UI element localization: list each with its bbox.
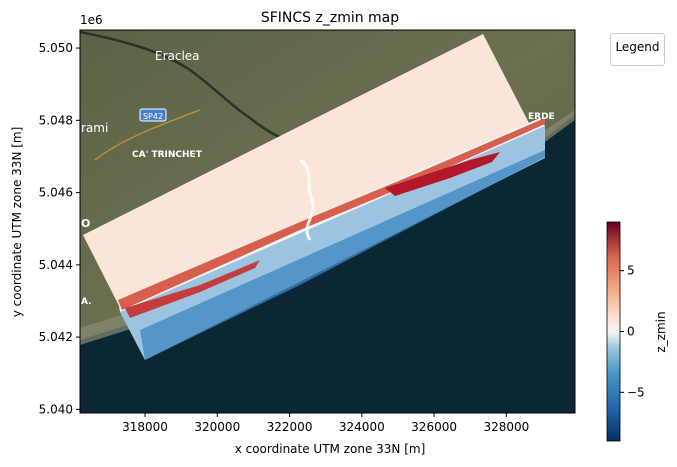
basemap-label-a: A. (81, 297, 92, 307)
colorbar-tick-label: 5 (627, 264, 635, 278)
x-axis-label: x coordinate UTM zone 33N [m] (235, 442, 426, 456)
y-tick-label: 5.050 (39, 41, 73, 55)
road-shield (139, 108, 167, 122)
x-tick-label: 322000 (267, 420, 313, 434)
y-tick-label: 5.040 (39, 402, 73, 416)
x-axis: 318000 320000 322000 324000 326000 328000 (122, 413, 529, 434)
road (94, 109, 201, 161)
y-axis-label: y coordinate UTM zone 33N [m] (10, 127, 24, 318)
basemap-label-o: O (81, 217, 90, 230)
beach-ridge-red (118, 118, 545, 310)
basemap-label-trinchet: CA' TRINCHET (132, 150, 203, 160)
x-tick-label: 328000 (483, 420, 529, 434)
y-axis: 5.040 5.042 5.044 5.046 5.048 5.050 (39, 41, 80, 416)
chart-title: SFINCS z_zmin map (261, 10, 399, 26)
y-tick-label: 5.044 (39, 258, 73, 272)
basemap-label-rami: rami (81, 121, 108, 135)
x-tick-label: 326000 (411, 420, 457, 434)
river (80, 30, 286, 142)
y-tick-label: 5.046 (39, 186, 73, 200)
deep-band (140, 150, 545, 360)
colorbar-tick-label: −5 (627, 385, 645, 399)
west-ridge (125, 260, 260, 318)
inlet-channel (299, 158, 315, 241)
axes-frame (79, 29, 576, 414)
x-tick-label: 324000 (339, 420, 385, 434)
basemap-label-sp42: SP42 (143, 112, 163, 121)
basemap-label-erde: ERDE (528, 112, 555, 122)
colorbar-ticks: 5 0 −5 (620, 264, 645, 399)
colorbar-label: z_zmin (654, 311, 668, 352)
sea-mask (80, 360, 575, 413)
y-tick-label: 5.048 (39, 113, 73, 127)
map-axes: Eraclea SP42 CA' TRINCHET rami ERDE O A. (80, 30, 575, 413)
basemap-label-eraclea: Eraclea (155, 49, 200, 63)
y-tick-label: 5.042 (39, 330, 73, 344)
legend-box: Legend (610, 33, 665, 66)
ridge-peak (385, 152, 500, 196)
colorbar-tick-label: 0 (627, 325, 635, 339)
x-tick-label: 318000 (122, 420, 168, 434)
y-offset-label: 1e6 (80, 13, 103, 27)
x-tick-label: 320000 (194, 420, 240, 434)
colorbar (606, 221, 621, 442)
legend-label: Legend (615, 40, 660, 54)
